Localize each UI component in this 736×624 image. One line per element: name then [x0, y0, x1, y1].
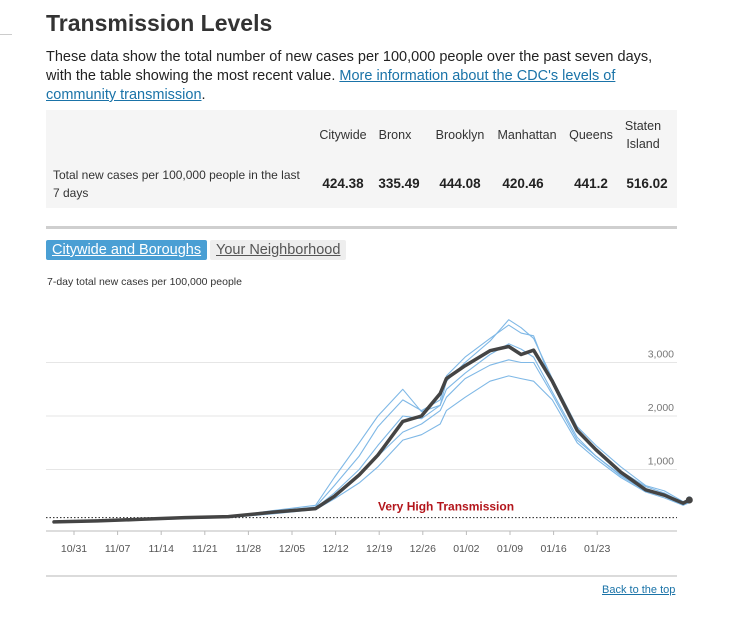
threshold-label: Very High Transmission	[378, 500, 514, 514]
x-tick-label: 12/12	[322, 543, 348, 555]
x-tick-label: 11/14	[148, 543, 174, 555]
column-header-brooklyn: Brooklyn	[435, 128, 485, 142]
tab-citywide-and-boroughs[interactable]: Citywide and Boroughs	[46, 240, 208, 260]
value-bronx: 335.49	[378, 176, 420, 191]
y-tick-label: 3,000	[648, 349, 674, 361]
value-manhattan: 420.46	[502, 176, 544, 191]
x-tick-label: 11/21	[192, 543, 218, 555]
intro-paragraph: These data show the total number of new …	[46, 48, 676, 105]
y-tick-label: 2,000	[648, 402, 674, 414]
value-queens: 441.2	[574, 176, 608, 191]
column-header-staten-island: Staten Island	[624, 119, 662, 151]
x-tick-label: 01/02	[453, 543, 479, 555]
column-header-manhattan: Manhattan	[497, 128, 557, 142]
tab-your-neighborhood[interactable]: Your Neighborhood	[210, 240, 347, 260]
column-header-bronx: Bronx	[378, 128, 412, 142]
summary-table: Citywide Bronx Brooklyn Manhattan Queens…	[46, 110, 677, 208]
series-line-3	[53, 324, 690, 523]
column-header-citywide: Citywide	[319, 128, 367, 142]
intro-text: These data show the total number of new …	[46, 49, 653, 84]
x-tick-label: 10/31	[61, 543, 87, 555]
value-citywide: 424.38	[322, 176, 364, 191]
x-tick-label: 11/07	[105, 543, 131, 555]
series-end-marker	[685, 496, 693, 504]
x-tick-label: 11/28	[236, 543, 262, 555]
y-tick-label: 1,000	[648, 456, 674, 468]
chart-subtitle: 7-day total new cases per 100,000 people	[47, 276, 242, 288]
left-edge-rule	[0, 34, 12, 35]
series-line-2	[53, 319, 690, 523]
x-tick-label: 12/19	[366, 543, 392, 555]
page-title: Transmission Levels	[46, 10, 273, 36]
series-line-5	[53, 359, 690, 523]
x-tick-label: 01/16	[540, 543, 566, 555]
x-tick-label: 12/05	[279, 543, 305, 555]
intro-after: .	[201, 87, 206, 103]
x-tick-label: 01/23	[584, 543, 610, 555]
back-to-top-link[interactable]: Back to the top	[602, 584, 676, 596]
series-line-1	[52, 344, 692, 524]
x-tick-label: 01/09	[497, 543, 523, 555]
x-tick-label: 12/26	[410, 543, 436, 555]
series-line-4	[53, 343, 690, 523]
cdc-levels-link[interactable]: More information about the CDC's levels …	[46, 68, 616, 103]
column-header-queens: Queens	[569, 128, 613, 142]
value-staten-island: 516.02	[626, 176, 668, 191]
value-brooklyn: 444.08	[439, 176, 481, 191]
section-divider	[46, 226, 677, 229]
row-label: Total new cases per 100,000 people in th…	[53, 168, 300, 200]
